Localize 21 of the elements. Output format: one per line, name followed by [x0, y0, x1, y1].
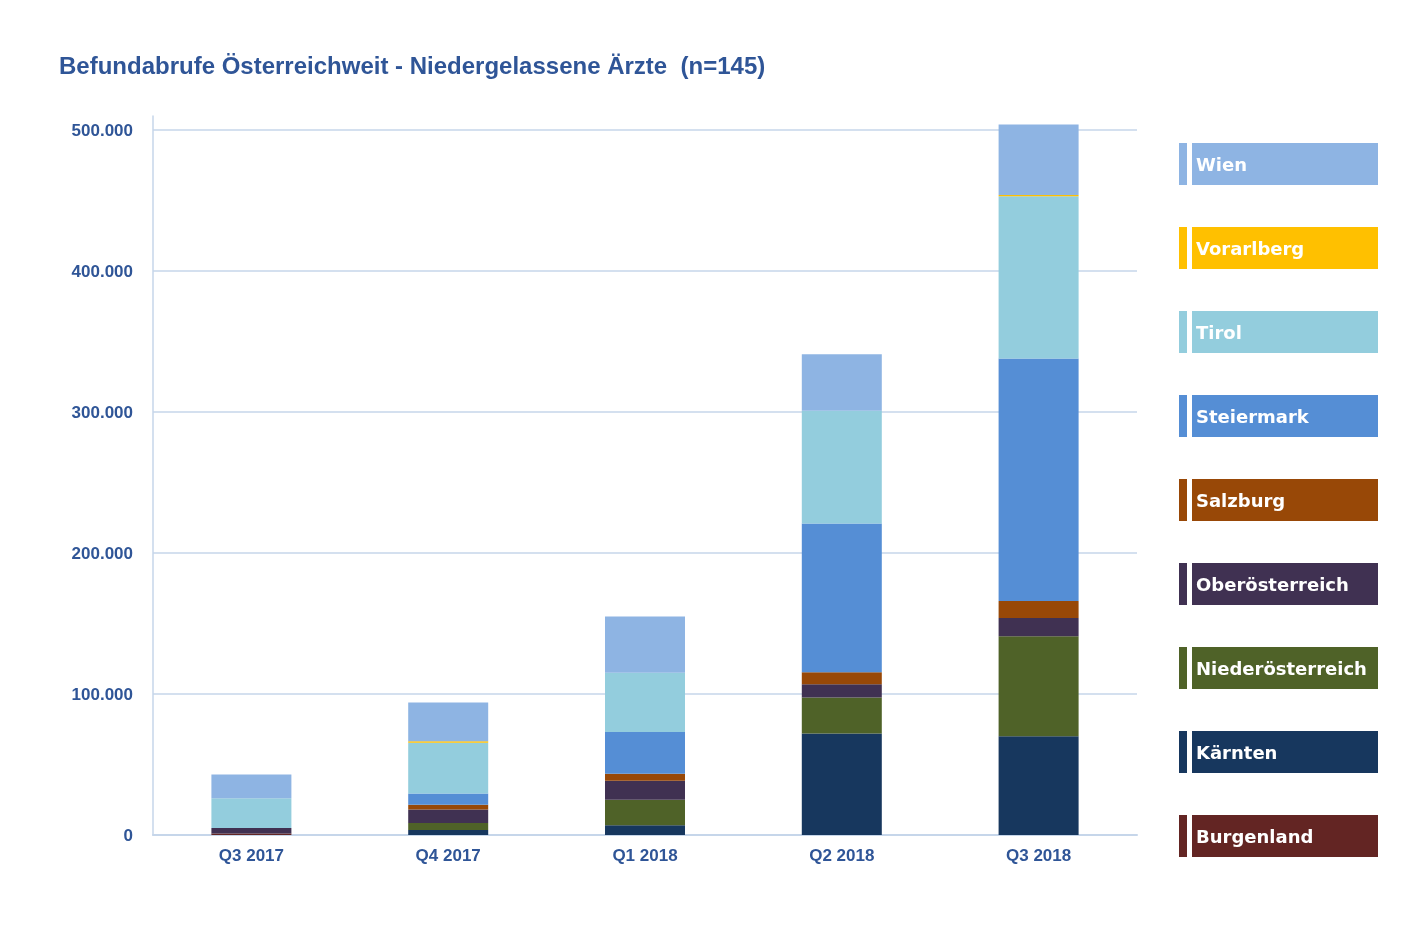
y-tick-label: 0: [123, 825, 133, 845]
legend-label: Steiermark: [1196, 405, 1310, 427]
y-tick-label: 500.000: [71, 120, 133, 140]
chart-title: Befundabrufe Österreichweit - Niedergelassene Ärzte (n=145): [59, 51, 766, 79]
legend-label: Tirol: [1196, 321, 1242, 343]
legend-label: Burgenland: [1196, 825, 1314, 847]
x-tick-label: Q3 2018: [1005, 846, 1072, 865]
x-tick-label: Q4 2017: [415, 846, 481, 865]
x-tick-label: Q1 2018: [612, 846, 678, 865]
legend-label: Oberösterreich: [1196, 573, 1349, 595]
legend-label: Kärnten: [1196, 741, 1278, 763]
y-tick-label: 400.000: [71, 261, 133, 281]
legend-label: Salzburg: [1196, 489, 1286, 511]
y-tick-label: 300.000: [71, 402, 133, 422]
legend-label: Wien: [1196, 153, 1248, 175]
y-tick-label: 200.000: [71, 543, 133, 563]
x-tick-label: Q2 2018: [809, 846, 875, 865]
legend-label: Vorarlberg: [1196, 237, 1305, 259]
y-tick-label: 100.000: [71, 684, 133, 704]
x-tick-label: Q3 2017: [218, 846, 285, 865]
legend-label: Niederösterreich: [1196, 657, 1367, 679]
